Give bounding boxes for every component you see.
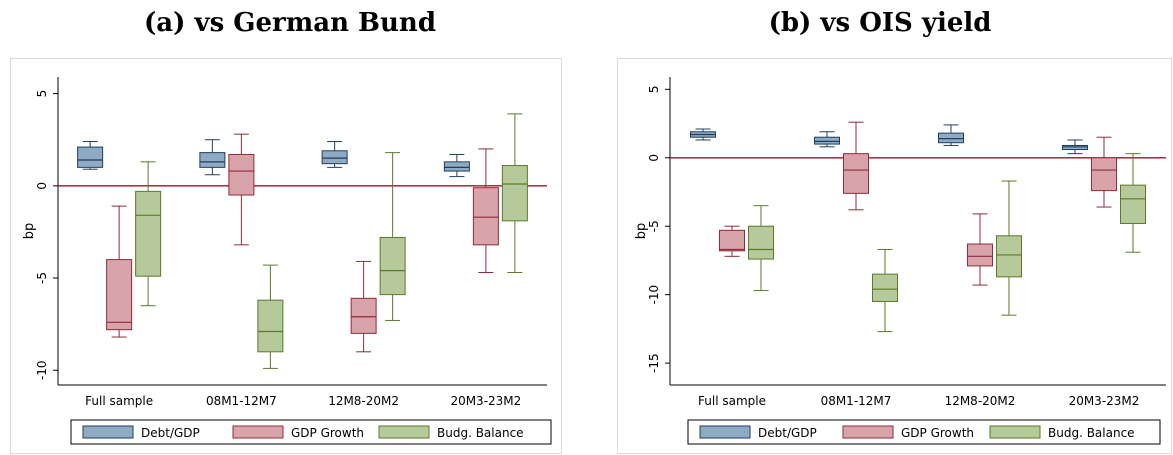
panel-b-frame: 5 0 -5 -10 -15 bp Full sample 08M1-12M7 12M8-20M… [617, 58, 1172, 454]
iqr-box [814, 136, 840, 145]
y-tick-label: 0 [647, 154, 661, 162]
y-tick-label: -5 [35, 272, 49, 284]
iqr-box [872, 273, 898, 302]
iqr-box [106, 259, 133, 331]
box-budg-balance [748, 205, 774, 292]
iqr-box [472, 187, 499, 246]
box-gdp-growth [1091, 136, 1117, 208]
iqr-box [379, 236, 406, 296]
box-debt-gdp [690, 128, 716, 141]
x-category-label: Full sample [85, 394, 153, 408]
box-gdp-growth [843, 121, 869, 211]
iqr-box [257, 299, 284, 353]
x-category-label: 12M8-20M2 [328, 394, 399, 408]
x-category-label: 20M3-23M2 [450, 394, 521, 408]
box-gdp-growth [228, 133, 255, 246]
panel-b-title: (b) vs OIS yield [768, 8, 992, 38]
y-tick-label: 0 [35, 182, 49, 190]
y-tick-label: -10 [647, 285, 661, 305]
iqr-box [321, 150, 348, 165]
x-category-label: Full sample [698, 394, 766, 408]
iqr-box [967, 243, 993, 267]
x-category-label: 08M1-12M7 [821, 394, 892, 408]
box-gdp-growth [106, 205, 133, 338]
iqr-box [938, 132, 964, 144]
x-category-label: 08M1-12M7 [206, 394, 277, 408]
panel-a-frame: 5 0 -5 -10 bp Full sample 08M1-12M7 12M8-20M2 20… [10, 58, 562, 454]
legend-box [70, 419, 552, 445]
legend-label: GDP Growth [901, 426, 974, 440]
legend-label: Debt/GDP [758, 426, 817, 440]
box-budg-balance [135, 161, 162, 307]
box-debt-gdp [199, 139, 226, 176]
box-gdp-growth [967, 213, 993, 286]
legend-swatch [378, 425, 430, 439]
iqr-box [1120, 184, 1146, 224]
iqr-box [501, 165, 528, 222]
x-category-label: 12M8-20M2 [945, 394, 1016, 408]
box-debt-gdp [938, 124, 964, 146]
iqr-box [443, 161, 470, 172]
iqr-box [77, 146, 104, 168]
y-tick-label: -5 [647, 220, 661, 232]
iqr-box [996, 235, 1022, 278]
y-tick-label: -15 [647, 353, 661, 373]
box-gdp-growth [472, 148, 499, 273]
x-category-label: 20M3-23M2 [1069, 394, 1140, 408]
box-debt-gdp [443, 153, 470, 178]
panel-a-chart: 5 0 -5 -10 bp Full sample 08M1-12M7 12M8-20M2 20… [22, 77, 552, 445]
iqr-box [199, 152, 226, 168]
box-budg-balance [501, 113, 528, 273]
legend-label: GDP Growth [291, 426, 364, 440]
box-debt-gdp [321, 141, 348, 168]
iqr-box [843, 153, 869, 194]
legend-swatch [699, 425, 751, 439]
legend-label: Debt/GDP [141, 426, 200, 440]
box-debt-gdp [77, 141, 104, 170]
legend-swatch [82, 425, 134, 439]
y-axis-label: bp [22, 223, 37, 240]
panel-a-title: (a) vs German Bund [143, 8, 437, 38]
legend-swatch [232, 425, 284, 439]
box-debt-gdp [814, 131, 840, 148]
panel-b-chart: 5 0 -5 -10 -15 bp Full sample 08M1-12M7 12M8-20M… [634, 77, 1166, 445]
box-gdp-growth [350, 260, 377, 353]
iqr-box [719, 229, 745, 252]
iqr-box [1062, 144, 1088, 151]
y-tick-label: -10 [35, 360, 49, 380]
box-debt-gdp [1062, 139, 1088, 155]
y-tick-label: 5 [35, 90, 49, 98]
box-budg-balance [379, 152, 406, 321]
box-budg-balance [872, 248, 898, 333]
y-tick-label: 5 [647, 85, 661, 93]
box-budg-balance [1120, 153, 1146, 253]
legend-box [687, 419, 1161, 445]
iqr-box [748, 225, 774, 260]
legend-label: Budg. Balance [437, 426, 524, 440]
iqr-box [228, 153, 255, 196]
iqr-box [135, 190, 162, 277]
box-budg-balance [257, 264, 284, 369]
legend-label: Budg. Balance [1048, 426, 1135, 440]
box-budg-balance [996, 180, 1022, 316]
iqr-box [1091, 157, 1117, 192]
iqr-box [350, 297, 377, 334]
legend-swatch [842, 425, 894, 439]
box-gdp-growth [719, 225, 745, 257]
y-axis-label: bp [634, 223, 649, 240]
legend-swatch [989, 425, 1041, 439]
